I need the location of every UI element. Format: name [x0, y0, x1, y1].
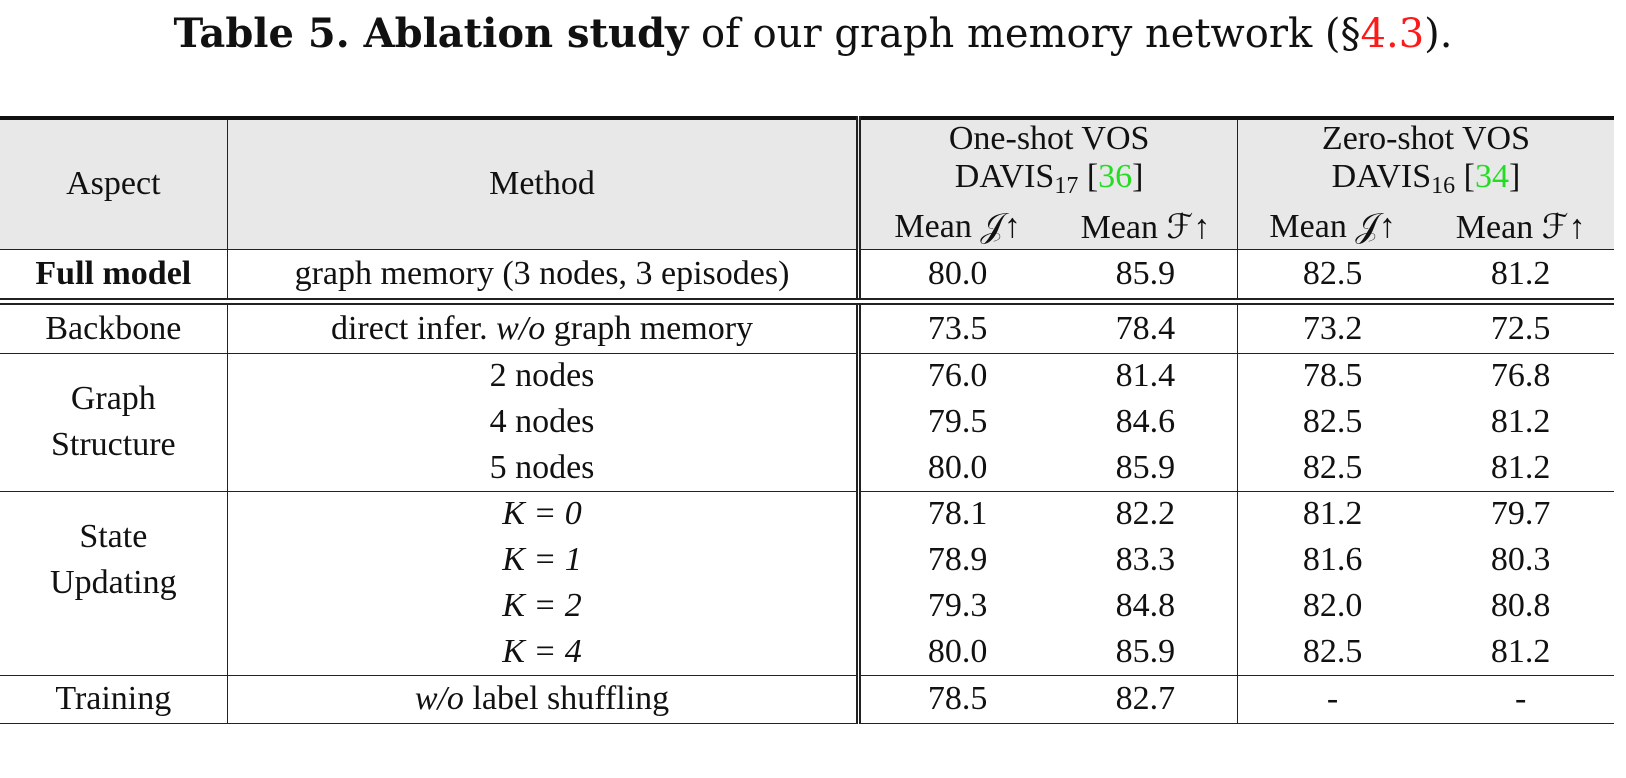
- method-cell: 4 nodes: [226, 399, 859, 445]
- table-row: Full model graph memory (3 nodes, 3 epis…: [0, 249, 1614, 305]
- value-cell: 83.3: [1115, 541, 1176, 578]
- caption-title: Table 5. Ablation study: [173, 10, 689, 57]
- header-one-shot-dataset: DAVIS17 [36]: [954, 158, 1144, 199]
- method-cell: graph memory (3 nodes, 3 episodes): [226, 249, 859, 305]
- aspect-cell: State Updating: [0, 491, 228, 676]
- value-cell: 80.0: [856, 629, 1054, 676]
- table-row: 5 nodes 80.0 85.9 82.5 81.2: [0, 445, 1614, 492]
- value-cell: 81.2: [1236, 491, 1428, 537]
- header-zero-shot: Zero-shot VOS DAVIS16 [34]: [1236, 118, 1614, 205]
- citation-link[interactable]: 36: [1098, 158, 1133, 195]
- header-mean-j: Mean 𝒥↑: [856, 205, 1054, 250]
- method-cell: K = 4: [226, 629, 859, 676]
- value-cell: 80.3: [1490, 541, 1551, 578]
- table-row: K = 4 80.0 85.9 82.5 81.2: [0, 629, 1614, 676]
- value-cell: -: [1427, 675, 1614, 724]
- citation-link[interactable]: 34: [1474, 158, 1509, 195]
- method-cell: 5 nodes: [226, 445, 859, 492]
- value-cell: 84.8: [1115, 587, 1176, 624]
- header-mean-f: Mean ℱ↑: [1427, 205, 1614, 250]
- value-cell: 78.4: [1053, 301, 1238, 354]
- method-cell: K = 0: [226, 491, 859, 537]
- value-cell: 82.7: [1053, 675, 1238, 724]
- value-cell: 81.2: [1427, 629, 1614, 676]
- aspect-cell: Backbone: [0, 301, 228, 354]
- value-cell: 72.5: [1427, 301, 1614, 354]
- method-cell: K = 1: [226, 537, 859, 583]
- header-one-shot: One-shot VOS DAVIS17 [36]: [856, 118, 1238, 205]
- value-cell: 81.2: [1427, 445, 1614, 492]
- table-row: Graph Structure 2 nodes 76.0 81.4 78.5 76…: [0, 353, 1614, 492]
- value-cell: 78.1: [856, 491, 1054, 537]
- value-cell: 79.5: [856, 399, 1054, 445]
- value-cell: 79.3: [856, 583, 1054, 629]
- value-cell: 73.2: [1236, 301, 1428, 354]
- value-cell: 85.9: [1053, 629, 1238, 676]
- value-cell: 80.0: [856, 445, 1054, 492]
- value-cell: -: [1236, 675, 1428, 724]
- table-row: K = 2 79.3 84.8 82.0 80.8: [0, 583, 1614, 629]
- header-zero-shot-title: Zero-shot VOS: [1321, 120, 1531, 157]
- value-cell: 82.5: [1236, 399, 1428, 445]
- table-row: Backbone direct infer. w/o graph memory …: [0, 301, 1614, 354]
- method-cell: K = 2: [226, 583, 859, 629]
- ablation-table: Aspect Method One-shot VOS DAVIS17 [36] …: [0, 116, 1614, 724]
- aspect-cell: Training: [0, 675, 228, 724]
- value-cell: 81.2: [1490, 403, 1551, 440]
- caption-text: of our graph memory network (§: [688, 11, 1361, 57]
- caption-section-ref[interactable]: 4.3: [1360, 11, 1425, 57]
- header-mean-j: Mean 𝒥↑: [1236, 205, 1428, 250]
- table-row: K = 1 78.9 83.3 81.6 80.3: [0, 537, 1614, 583]
- value-cell: 81.6: [1236, 537, 1428, 583]
- value-cell: 73.5: [856, 301, 1054, 354]
- value-cell: 85.9: [1053, 445, 1238, 492]
- value-cell: 82.5: [1236, 629, 1428, 676]
- aspect-cell: Full model: [0, 249, 228, 305]
- caption-end: ).: [1424, 11, 1453, 57]
- header-aspect: Aspect: [0, 118, 228, 250]
- header-method: Method: [226, 118, 859, 250]
- table-row: 4 nodes 79.5 84.6 82.5 81.2: [0, 399, 1614, 445]
- value-cell: 78.9: [856, 537, 1054, 583]
- value-cell: 82.2: [1115, 495, 1176, 533]
- value-cell: 80.0: [856, 249, 1054, 305]
- method-cell: direct infer. w/o graph memory: [226, 301, 859, 354]
- table-row: Training w/o label shuffling 78.5 82.7 -…: [0, 675, 1614, 724]
- value-cell: 81.2: [1427, 249, 1614, 305]
- value-cell: 79.7: [1490, 495, 1551, 533]
- header-mean-f: Mean ℱ↑: [1053, 205, 1238, 250]
- value-cell: 85.9: [1053, 249, 1238, 305]
- value-cell: 82.0: [1236, 583, 1428, 629]
- method-cell: 2 nodes: [226, 353, 859, 399]
- value-cell: 81.4: [1115, 357, 1176, 395]
- table-row: State Updating K = 0 78.1 82.2 81.2 79.7: [0, 491, 1614, 676]
- method-cell: w/o label shuffling: [226, 675, 859, 724]
- value-cell: 84.6: [1115, 403, 1176, 440]
- value-cell: 76.0: [856, 353, 1054, 399]
- table-caption: Table 5. Ablation study of our graph mem…: [0, 10, 1626, 57]
- header-one-shot-title: One-shot VOS: [948, 120, 1150, 157]
- header-zero-shot-dataset: DAVIS16 [34]: [1331, 158, 1521, 199]
- value-cell: 82.5: [1236, 249, 1428, 305]
- value-cell: 82.5: [1236, 445, 1428, 492]
- value-cell: 78.5: [856, 675, 1054, 724]
- value-cell: 78.5: [1236, 353, 1428, 399]
- value-cell: 80.8: [1490, 587, 1551, 624]
- aspect-cell: Graph Structure: [0, 353, 228, 492]
- value-cell: 76.8: [1490, 357, 1551, 395]
